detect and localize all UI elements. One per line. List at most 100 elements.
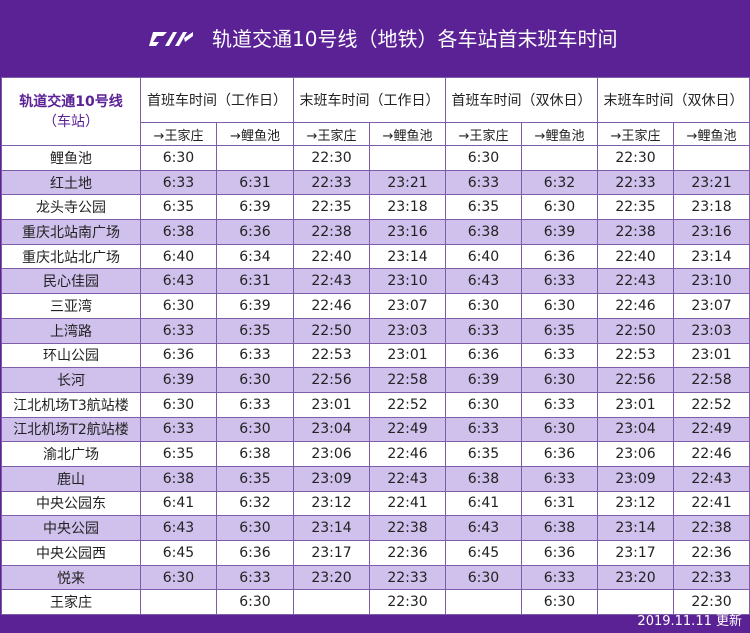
time-cell: 22:40 xyxy=(597,243,674,270)
time-cell: 6:33 xyxy=(521,564,598,591)
direction-header: →王家庄 xyxy=(140,122,217,146)
time-cell: 22:33 xyxy=(597,169,674,196)
time-cell: 23:17 xyxy=(597,540,674,566)
group-header-weekday-last: 末班车时间（工作日） xyxy=(293,77,446,123)
time-cell: 6:30 xyxy=(521,416,598,443)
time-cell: 22:49 xyxy=(673,416,750,443)
direction-header: →王家庄 xyxy=(445,122,522,146)
time-cell: 23:10 xyxy=(369,268,446,295)
table-row: 鲤鱼池 6:30 22:30 6:30 22:30 xyxy=(1,145,750,171)
time-cell: 23:04 xyxy=(293,416,370,443)
station-name-cell: 上湾路 xyxy=(1,317,141,344)
time-cell: 22:46 xyxy=(369,441,446,467)
time-cell: 23:09 xyxy=(597,465,674,492)
time-cell: 22:46 xyxy=(597,293,674,319)
time-cell: 23:06 xyxy=(597,441,674,467)
time-cell: 22:46 xyxy=(673,441,750,467)
station-name-cell: 长河 xyxy=(1,367,141,393)
time-cell: 23:14 xyxy=(293,515,370,541)
time-cell: 6:30 xyxy=(521,589,598,616)
station-name-cell: 重庆北站南广场 xyxy=(1,219,141,245)
time-cell: 22:52 xyxy=(673,391,750,418)
time-cell: 6:36 xyxy=(140,342,217,369)
table-row: 上湾路 6:33 6:35 22:50 23:03 6:33 6:35 22:50 23:03 xyxy=(1,317,750,344)
time-cell: 23:16 xyxy=(369,219,446,245)
time-cell: 22:30 xyxy=(597,145,674,171)
table-row: 江北机场T2航站楼 6:33 6:30 23:04 22:49 6:33 6:30 23:04… xyxy=(1,416,750,443)
time-cell: 6:30 xyxy=(216,515,294,541)
time-cell: 22:36 xyxy=(673,540,750,566)
time-cell: 6:33 xyxy=(140,317,217,344)
time-cell: 22:35 xyxy=(293,194,370,221)
group-header-weekend-first: 首班车时间（双休日） xyxy=(445,77,598,123)
station-name-cell: 环山公园 xyxy=(1,342,141,369)
time-cell: 23:17 xyxy=(293,540,370,566)
time-cell: 6:36 xyxy=(521,540,598,566)
station-name-cell: 江北机场T3航站楼 xyxy=(1,391,141,418)
time-cell: 23:03 xyxy=(369,317,446,344)
station-name-cell: 龙头寺公园 xyxy=(1,194,141,221)
schedule-body: 鲤鱼池 6:30 22:30 6:30 22:30 红土地 6:33 6:31 22:33 23:… xyxy=(1,145,750,616)
station-name-cell: 民心佳园 xyxy=(1,268,141,295)
station-name-cell: 中央公园东 xyxy=(1,490,141,517)
time-cell: 22:41 xyxy=(369,490,446,517)
table-row: 江北机场T3航站楼 6:30 6:33 23:01 22:52 6:30 6:33 23:01… xyxy=(1,391,750,418)
time-cell: 23:21 xyxy=(369,169,446,196)
time-cell: 22:53 xyxy=(597,342,674,369)
time-cell: 22:30 xyxy=(369,589,446,616)
time-cell: 6:33 xyxy=(445,317,522,344)
time-cell: 6:30 xyxy=(140,293,217,319)
time-cell: 23:12 xyxy=(597,490,674,517)
time-cell: 6:38 xyxy=(140,465,217,492)
time-cell: 6:39 xyxy=(445,367,522,393)
table-row: 红土地 6:33 6:31 22:33 23:21 6:33 6:32 22:33 23:21 xyxy=(1,169,750,196)
time-cell: 6:43 xyxy=(445,515,522,541)
station-name-cell: 重庆北站北广场 xyxy=(1,243,141,270)
time-cell: 6:30 xyxy=(216,367,294,393)
group-header-weekend-last: 末班车时间（双休日） xyxy=(597,77,750,123)
time-cell: 22:38 xyxy=(293,219,370,245)
station-name-cell: 江北机场T2航站楼 xyxy=(1,416,141,443)
time-cell xyxy=(445,589,522,616)
time-cell: 23:21 xyxy=(673,169,750,196)
time-cell: 22:30 xyxy=(293,145,370,171)
time-cell: 6:36 xyxy=(445,342,522,369)
station-subheader: （车站） xyxy=(43,113,99,130)
time-cell: 6:33 xyxy=(216,391,294,418)
time-cell: 6:33 xyxy=(140,169,217,196)
time-cell: 6:40 xyxy=(140,243,217,270)
table-row: 中央公园西 6:45 6:36 23:17 22:36 6:45 6:36 23:17 22:3… xyxy=(1,540,750,566)
time-cell: 6:32 xyxy=(216,490,294,517)
table-row: 中央公园 6:43 6:30 23:14 22:38 6:43 6:38 23:14 22:38 xyxy=(1,515,750,541)
time-cell: 6:35 xyxy=(445,194,522,221)
time-cell: 6:33 xyxy=(216,342,294,369)
time-cell: 23:16 xyxy=(673,219,750,245)
time-cell: 6:36 xyxy=(521,243,598,270)
time-cell: 6:35 xyxy=(216,317,294,344)
page-title: 轨道交通10号线（地铁）各车站首末班车时间 xyxy=(212,27,618,51)
table-row: 民心佳园 6:43 6:31 22:43 23:10 6:43 6:33 22:43 23:10 xyxy=(1,268,750,295)
time-cell: 22:53 xyxy=(293,342,370,369)
time-cell: 6:32 xyxy=(521,169,598,196)
time-cell: 6:31 xyxy=(216,169,294,196)
table-row: 长河 6:39 6:30 22:56 22:58 6:39 6:30 22:56 22:58 xyxy=(1,367,750,393)
time-cell: 23:12 xyxy=(293,490,370,517)
time-cell: 6:30 xyxy=(140,391,217,418)
time-cell: 23:04 xyxy=(597,416,674,443)
table-row: 三亚湾 6:30 6:39 22:46 23:07 6:30 6:30 22:46 23:07 xyxy=(1,293,750,319)
station-name-cell: 悦来 xyxy=(1,564,141,591)
time-cell: 6:40 xyxy=(445,243,522,270)
time-cell: 22:41 xyxy=(673,490,750,517)
time-cell: 23:07 xyxy=(673,293,750,319)
time-cell: 6:35 xyxy=(521,317,598,344)
time-cell xyxy=(369,145,446,171)
group-header-weekday-first: 首班车时间（工作日） xyxy=(140,77,294,123)
time-cell: 6:41 xyxy=(445,490,522,517)
station-name-cell: 鹿山 xyxy=(1,465,141,492)
time-cell: 22:40 xyxy=(293,243,370,270)
time-cell xyxy=(140,589,217,616)
time-cell: 22:46 xyxy=(293,293,370,319)
time-cell xyxy=(216,145,294,171)
header-banner: 轨道交通10号线（地铁）各车站首末班车时间 xyxy=(0,0,750,77)
time-cell: 22:58 xyxy=(369,367,446,393)
